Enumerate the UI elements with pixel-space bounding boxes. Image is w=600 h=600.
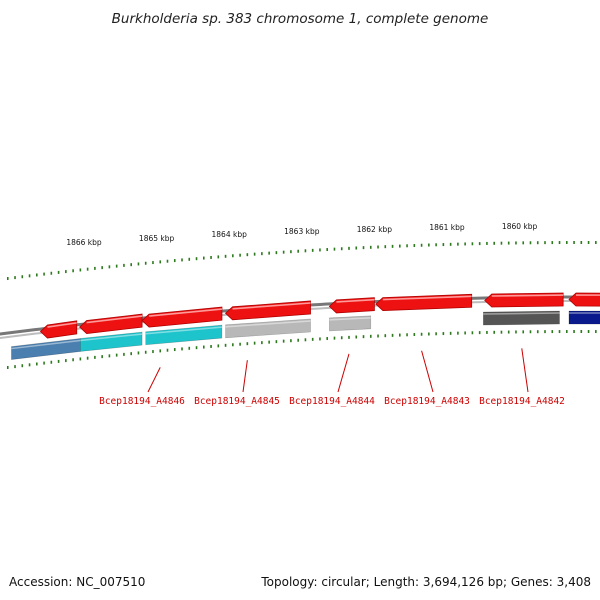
reverse-gene-highlight bbox=[80, 333, 143, 342]
genome-summary-text: Topology: circular; Length: 3,694,126 bp… bbox=[260, 575, 591, 589]
label-leader-lines bbox=[147, 348, 529, 393]
reverse-gene-bar bbox=[225, 318, 311, 339]
forward-gene-arrow bbox=[141, 306, 223, 328]
scale-label: 1860 kbp bbox=[502, 222, 538, 231]
label-leader-line bbox=[421, 350, 434, 393]
forward-gene-highlight bbox=[47, 322, 77, 328]
forward-gene-highlight bbox=[491, 294, 564, 297]
label-leader-line bbox=[521, 348, 529, 393]
reverse-gene-highlight bbox=[225, 320, 311, 328]
reverse-gene-highlight bbox=[145, 326, 223, 335]
scale-ticks bbox=[6, 241, 597, 370]
label-leader-line bbox=[242, 360, 248, 393]
forward-gene-arrow bbox=[224, 300, 311, 321]
forward-strand-genes bbox=[39, 292, 600, 339]
scale-label: 1861 kbp bbox=[429, 223, 465, 232]
reverse-gene-highlight bbox=[483, 312, 560, 315]
scale-labels: 1866 kbp 1865 kbp 1864 kbp 1863 kbp 1862 kbp… bbox=[66, 222, 537, 247]
gene-label: Bcep18194_A4845 bbox=[194, 396, 280, 407]
reverse-gene-bar bbox=[329, 315, 372, 332]
forward-gene-arrow bbox=[39, 320, 78, 339]
scale-label: 1862 kbp bbox=[357, 225, 393, 234]
scale-label: 1865 kbp bbox=[139, 234, 175, 243]
gene-label: Bcep18194_A4842 bbox=[479, 396, 565, 407]
gene-label: Bcep18194_A4843 bbox=[384, 396, 470, 407]
label-leader-line bbox=[337, 353, 350, 393]
reverse-gene-bar bbox=[568, 310, 600, 325]
label-leader-line bbox=[147, 367, 161, 393]
scale-label: 1866 kbp bbox=[66, 238, 102, 247]
forward-gene-arrow bbox=[568, 292, 600, 307]
gene-labels: Bcep18194_A4846 Bcep18194_A4845 Bcep18194_… bbox=[99, 396, 565, 407]
reverse-gene-bar bbox=[145, 324, 223, 346]
gene-label: Bcep18194_A4844 bbox=[289, 396, 375, 407]
forward-gene-highlight bbox=[232, 302, 311, 310]
forward-gene-highlight bbox=[149, 308, 223, 317]
reverse-gene-highlight bbox=[329, 317, 371, 321]
scale-label: 1864 kbp bbox=[212, 230, 248, 239]
reverse-gene-highlight bbox=[11, 339, 81, 350]
forward-gene-highlight bbox=[336, 298, 375, 303]
forward-gene-highlight bbox=[382, 295, 472, 301]
forward-gene-highlight bbox=[86, 315, 143, 324]
scale-label: 1863 kbp bbox=[284, 227, 320, 236]
reverse-gene-bar bbox=[80, 331, 143, 352]
map-title: Burkholderia sp. 383 chromosome 1, compl… bbox=[112, 11, 489, 27]
gene-label: Bcep18194_A4846 bbox=[99, 396, 185, 407]
reverse-strand-genes bbox=[11, 310, 600, 360]
reverse-gene-bar bbox=[483, 310, 560, 326]
accession-text: Accession: NC_007510 bbox=[9, 575, 145, 589]
